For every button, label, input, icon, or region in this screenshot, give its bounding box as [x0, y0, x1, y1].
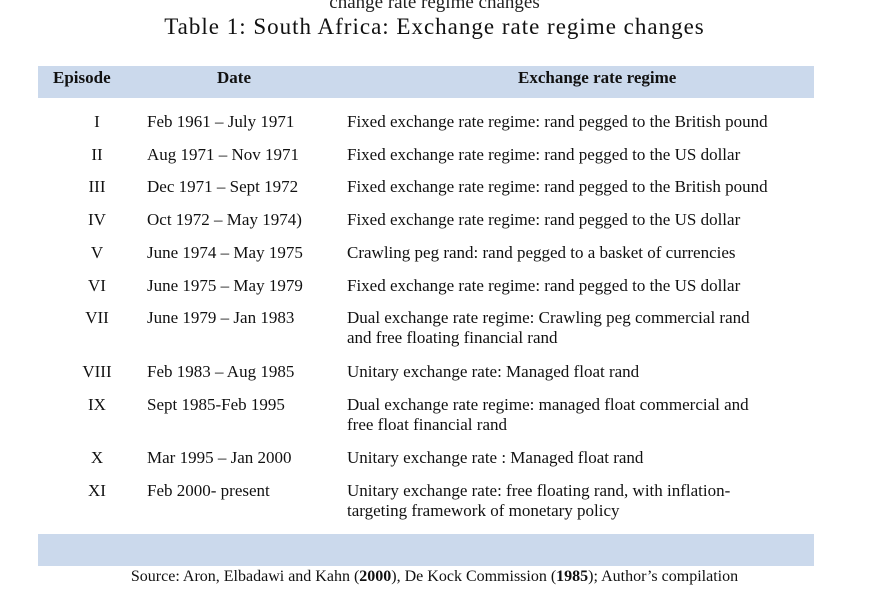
clipped-heading: change rate regime changes	[329, 0, 540, 13]
episode-cell: VI	[88, 276, 106, 295]
episode-cell: IX	[88, 395, 106, 414]
date-cell: Feb 1961 – July 1971	[147, 112, 295, 131]
source-year-2: 1985	[556, 568, 589, 585]
regime-cell: Fixed exchange rate regime: rand pegged …	[347, 112, 768, 131]
episode-cell: VII	[85, 308, 109, 327]
table-footer-band	[38, 534, 814, 566]
regime-cell: Unitary exchange rate: Managed float ran…	[347, 362, 640, 381]
header-regime: Exchange rate regime	[518, 68, 677, 87]
table-header: Episode Date Exchange rate regime	[38, 66, 814, 98]
episode-cell: IV	[88, 210, 106, 229]
regime-cell: Dual exchange rate regime: managed float…	[347, 395, 749, 434]
source-prefix: Source: Aron, Elbadawi and Kahn (	[130, 568, 360, 585]
episode-cell: X	[90, 448, 104, 467]
source-year-1: 2000	[359, 568, 392, 585]
header-episode: Episode	[53, 68, 111, 87]
regime-cell: Fixed exchange rate regime: rand pegged …	[347, 145, 741, 164]
regime-cell: Fixed exchange rate regime: rand pegged …	[347, 276, 741, 295]
date-cell: Sept 1985-Feb 1995	[147, 395, 285, 414]
regime-cell: Fixed exchange rate regime: rand pegged …	[347, 210, 741, 229]
table-title: Table 1: South Africa: Exchange rate reg…	[164, 14, 705, 39]
episode-cell: I	[94, 112, 100, 131]
regime-cell: Unitary exchange rate: free floating ran…	[347, 481, 731, 520]
regime-cell: Crawling peg rand: rand pegged to a bask…	[347, 243, 736, 262]
regime-table: Episode Date Exchange rate regime I Feb …	[38, 66, 814, 566]
episode-cell: VIII	[82, 362, 112, 381]
episode-cell: III	[88, 177, 106, 196]
regime-cell: Unitary exchange rate : Managed float ra…	[347, 448, 644, 467]
episode-cell: II	[91, 145, 103, 164]
episode-cell: V	[90, 243, 104, 262]
date-cell: Aug 1971 – Nov 1971	[147, 145, 300, 164]
date-cell: Dec 1971 – Sept 1972	[147, 177, 299, 196]
source-mid: ), De Kock Commission (	[391, 568, 557, 585]
source-note: Source: Aron, Elbadawi and Kahn (2000), …	[0, 568, 869, 586]
header-date: Date	[217, 68, 251, 87]
date-cell: June 1974 – May 1975	[147, 243, 303, 262]
source-suffix: ); Author’s compilation	[588, 568, 739, 585]
date-cell: June 1975 – May 1979	[147, 276, 303, 295]
date-cell: Mar 1995 – Jan 2000	[147, 448, 292, 467]
date-cell: Feb 1983 – Aug 1985	[147, 362, 295, 381]
episode-cell: XI	[88, 481, 106, 500]
regime-cell: Fixed exchange rate regime: rand pegged …	[347, 177, 768, 196]
date-cell: Feb 2000- present	[147, 481, 270, 500]
date-cell: Oct 1972 – May 1974)	[147, 210, 302, 229]
regime-cell: Dual exchange rate regime: Crawling peg …	[347, 308, 750, 347]
date-cell: June 1979 – Jan 1983	[147, 308, 295, 327]
